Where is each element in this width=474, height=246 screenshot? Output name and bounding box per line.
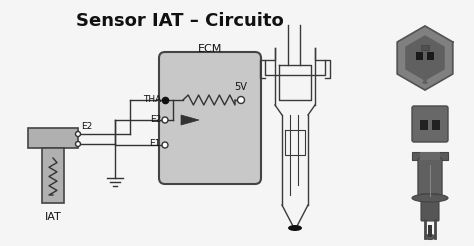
Bar [432, 120, 440, 130]
Bar [42, 148, 64, 203]
Polygon shape [406, 36, 444, 80]
Circle shape [237, 96, 245, 104]
Text: E2: E2 [150, 114, 161, 123]
Text: E2: E2 [81, 122, 92, 131]
Bar [421, 45, 429, 50]
Text: THA: THA [143, 94, 161, 104]
Ellipse shape [288, 225, 302, 231]
Bar [28, 128, 78, 148]
FancyBboxPatch shape [159, 52, 261, 184]
Ellipse shape [412, 194, 448, 202]
Bar [420, 120, 428, 130]
Bar [412, 152, 448, 160]
Bar [427, 52, 434, 60]
FancyBboxPatch shape [418, 158, 442, 197]
Ellipse shape [425, 234, 435, 240]
Circle shape [162, 142, 168, 148]
Bar [416, 52, 423, 60]
Polygon shape [181, 115, 199, 125]
Bar [428, 225, 432, 237]
FancyBboxPatch shape [421, 194, 439, 221]
Text: E1: E1 [150, 139, 161, 149]
Text: ECM: ECM [198, 44, 222, 54]
Text: 5V: 5V [235, 82, 247, 92]
Polygon shape [397, 26, 453, 90]
Text: IAT: IAT [45, 212, 61, 222]
Wedge shape [422, 78, 428, 84]
Text: Sensor IAT – Circuito: Sensor IAT – Circuito [76, 12, 284, 30]
Circle shape [162, 117, 168, 123]
Circle shape [75, 132, 81, 137]
FancyBboxPatch shape [412, 106, 448, 142]
Circle shape [75, 141, 81, 147]
Bar [420, 152, 440, 160]
